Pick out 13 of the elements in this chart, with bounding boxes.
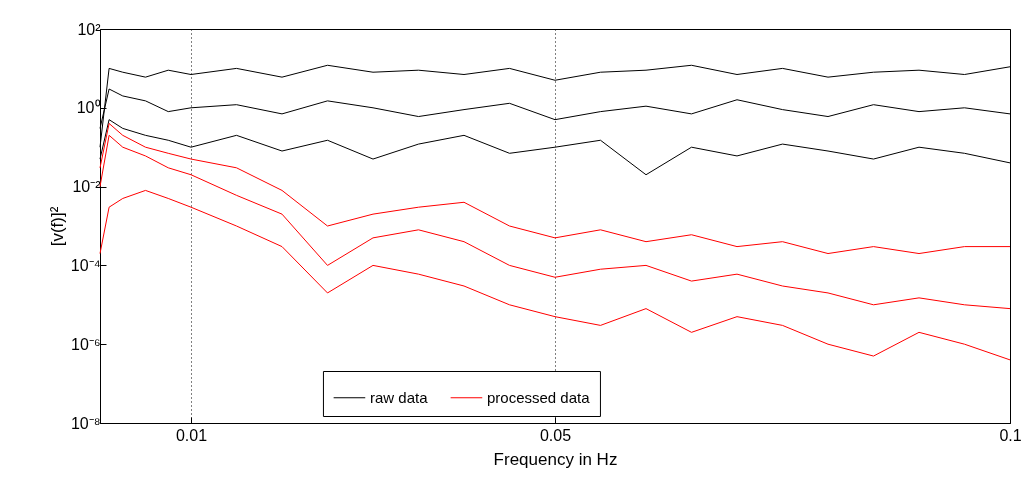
legend-label: processed data	[486, 388, 591, 406]
x-tick-label: 0.01	[175, 426, 208, 444]
x-tick-label: 0.1	[999, 426, 1022, 444]
y-tick-label: 10⁻⁴	[70, 256, 101, 274]
y-tick-label: 10⁻²	[72, 178, 102, 196]
y-tick-label: 10⁻⁶	[71, 335, 101, 353]
y-tick-label: 10⁰	[76, 99, 101, 117]
x-tick-label: 0.05	[539, 426, 572, 444]
legend-label: raw data	[369, 388, 429, 406]
y-axis-title: [v(f)]²	[47, 206, 67, 247]
y-tick-label: 10²	[77, 20, 102, 38]
x-axis-title: Frequency in Hz	[493, 449, 618, 469]
y-tick-label: 10⁻⁸	[70, 414, 101, 432]
